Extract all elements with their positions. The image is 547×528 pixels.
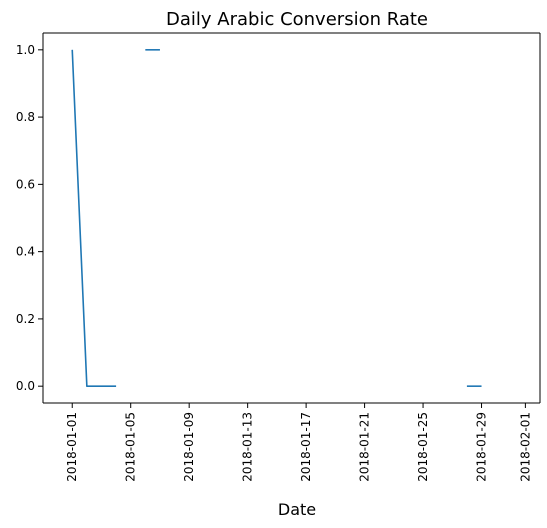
plot-area	[42, 32, 541, 404]
chart-title: Daily Arabic Conversion Rate	[166, 9, 428, 30]
x-tick-label-7: 2018-01-29	[475, 412, 489, 482]
x-tick-label-1: 2018-01-05	[124, 412, 138, 482]
y-tick-label-2: 0.4	[16, 245, 35, 259]
series-line-segment-0-0	[71, 49, 117, 387]
y-axis: 0.0 0.2 0.4 0.6 0.8 1.0	[16, 43, 43, 393]
x-axis-label: Date	[278, 500, 316, 519]
y-tick-label-1: 0.2	[16, 312, 35, 326]
y-tick-label-3: 0.6	[16, 177, 35, 191]
x-tick-label-6: 2018-01-25	[416, 412, 430, 482]
x-tick-label-5: 2018-01-21	[358, 412, 372, 482]
x-tick-label-8: 2018-02-01	[518, 412, 532, 482]
x-tick-label-2: 2018-01-09	[182, 412, 196, 482]
x-axis: 2018-01-01 2018-01-05 2018-01-09 2018-01-13…	[65, 403, 532, 482]
y-tick-label-4: 0.8	[16, 110, 35, 124]
x-tick-label-4: 2018-01-17	[299, 412, 313, 482]
x-tick-label-0: 2018-01-01	[65, 412, 79, 482]
x-tick-label-3: 2018-01-13	[241, 412, 255, 482]
y-tick-label-0: 0.0	[16, 379, 35, 393]
y-tick-label-5: 1.0	[16, 43, 35, 57]
